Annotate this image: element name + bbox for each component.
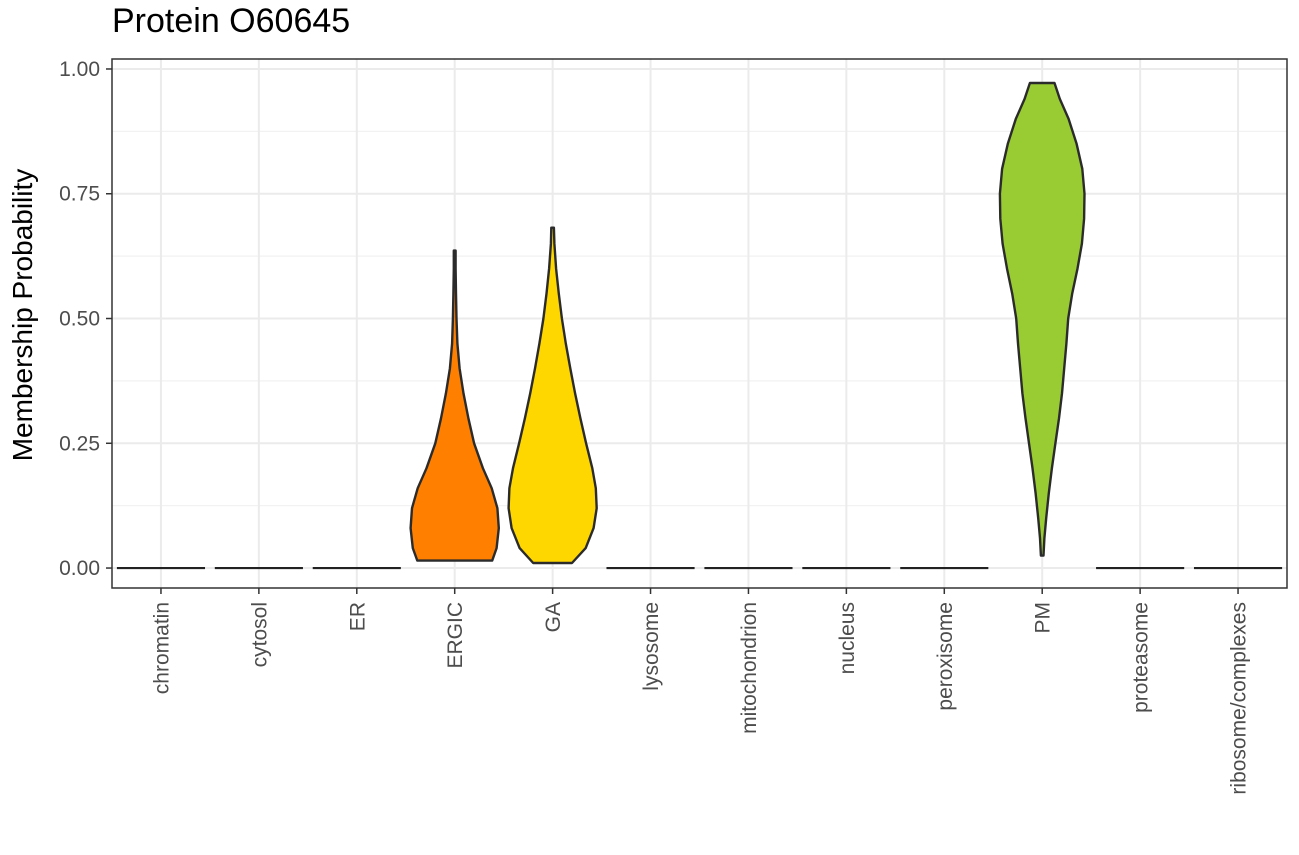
- x-axis: chromatin cytosol ER ERGIC GA lysosome mitocho…: [150, 588, 1251, 795]
- x-tick-label: PM: [1032, 602, 1055, 634]
- x-tick-label: nucleus: [836, 602, 859, 674]
- x-tick-label: lysosome: [640, 602, 663, 691]
- x-tick-label: proteasome: [1130, 602, 1153, 713]
- x-tick-label: chromatin: [150, 602, 173, 694]
- x-tick-label: ribosome/complexes: [1228, 602, 1251, 795]
- y-axis-title: Membership Probability: [7, 169, 38, 462]
- gridlines: [112, 59, 1287, 588]
- plot-panel-border: [111, 58, 1288, 589]
- y-tick-label: 0.25: [59, 432, 100, 455]
- x-tick-label: peroxisome: [934, 602, 957, 711]
- violin-ergic: [409, 249, 500, 562]
- x-tick-label: cytosol: [248, 602, 271, 667]
- violin-pm: [998, 81, 1086, 557]
- y-tick-label: 0.75: [59, 183, 100, 206]
- y-axis: 0.00 0.25 0.50 0.75 1.00: [59, 58, 112, 580]
- x-tick-label: ER: [346, 602, 369, 631]
- x-tick-label: mitochondrion: [738, 602, 761, 734]
- y-tick-label: 1.00: [59, 58, 100, 81]
- violin-ga: [507, 226, 598, 565]
- y-tick-label: 0.00: [59, 557, 100, 580]
- x-tick-label: GA: [542, 602, 565, 632]
- violins: [116, 81, 1283, 570]
- x-tick-label: ERGIC: [444, 602, 467, 669]
- chart-title: Protein O60645: [112, 2, 350, 40]
- y-tick-label: 0.50: [59, 308, 100, 331]
